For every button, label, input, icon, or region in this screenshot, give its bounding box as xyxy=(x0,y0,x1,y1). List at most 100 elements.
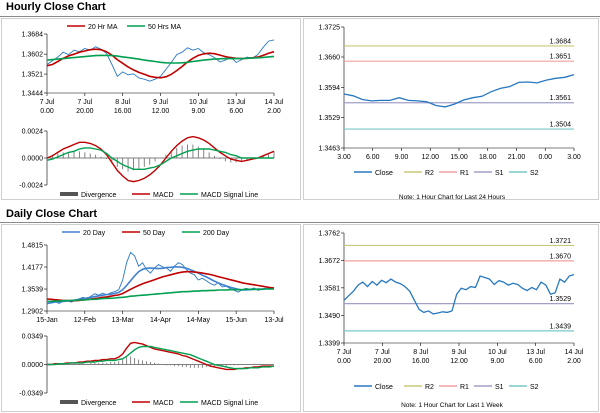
hourly-macd-signal-line xyxy=(46,147,274,171)
hourly-price-x-tick-label: 10 Jul 9.00 xyxy=(189,99,208,115)
hourly-price-x-tick-label: 13 Jul 6.00 xyxy=(227,99,246,115)
hourly-24h-legend-s1-label: S1 xyxy=(495,170,504,177)
hourly-24h-x-tick-label: 18.00 xyxy=(479,154,497,161)
daily-week-level-label-s2: 1.3439 xyxy=(550,323,572,330)
hourly-24h-legend-r2-label: R2 xyxy=(425,170,434,177)
hourly-price-x-tick-label: 8 Jul 16.00 xyxy=(114,99,132,115)
hourly-close-24h-panel: 1.3725 1.3660 1.3594 1.3529 1.3463 3.00 6.00 9.… xyxy=(303,18,599,201)
hourly-24h-y-tick-label: 1.3594 xyxy=(319,85,341,92)
daily-week-x-tick-label: 8 Jul 16.00 xyxy=(412,349,430,365)
daily-macd-y-tick-label: 0.0000 xyxy=(22,362,44,369)
hourly-price-series-50-hrs-ma xyxy=(46,54,275,64)
daily-week-legend-r2-label: R2 xyxy=(425,384,434,391)
daily-macd-legend-0-label: Divergence xyxy=(81,400,117,407)
daily-week-x-tick-label: 10 Jul 9.00 xyxy=(488,349,507,365)
hourly-24h-x-tick-label: 0.00 xyxy=(538,154,552,161)
hourly-price-y-tick-label: 1.3444 xyxy=(22,91,44,98)
daily-week-legend-s2-label: S2 xyxy=(530,384,539,391)
daily-week-legend-s1-label: S1 xyxy=(495,384,504,391)
daily-close-week-panel: 1.3762 1.3672 1.3581 1.3490 1.3399 7 Jul 0.00 7… xyxy=(303,224,599,412)
daily-price-x-tick-label: 12-Feb xyxy=(74,317,96,324)
daily-price-x-tick-label: 13-Jul xyxy=(264,317,284,324)
hourly-price-series-20-hr-ma xyxy=(46,48,275,79)
hourly-24h-y-tick-label: 1.3725 xyxy=(319,25,341,32)
hourly-24h-x-tick-label: 12.00 xyxy=(421,154,439,161)
hourly-24h-x-tick-label: 15.00 xyxy=(450,154,468,161)
daily-price-x-tick-label: 15-Jun xyxy=(225,317,247,324)
daily-title-divider xyxy=(0,222,600,223)
daily-price-x-tick-label: 13-Mar xyxy=(112,317,135,324)
daily-week-level-label-r2: 1.3721 xyxy=(550,238,572,245)
daily-week-legend-r1-label: R1 xyxy=(460,384,469,391)
daily-price-panel: 20 Day 50 Day 200 Day 1.4815 1.4177 1.3539 1.2… xyxy=(1,224,301,412)
hourly-price-series-close xyxy=(46,39,275,82)
hourly-price-legend-1-label: 50 Hrs MA xyxy=(148,24,181,31)
daily-week-level-label-s1: 1.3529 xyxy=(550,296,572,303)
hourly-title-divider xyxy=(0,16,600,17)
daily-price-y-tick-label: 1.4815 xyxy=(22,243,44,250)
daily-week-x-tick-label: 9 Jul 12.00 xyxy=(450,349,468,365)
hourly-section-title: Hourly Close Chart xyxy=(6,1,106,13)
hourly-price-x-tick-label: 7 Jul 0.00 xyxy=(40,99,55,115)
daily-week-y-tick-label: 1.3399 xyxy=(319,341,341,348)
hourly-24h-legend-r1-label: R1 xyxy=(460,170,469,177)
daily-week-y-tick-label: 1.3672 xyxy=(319,258,341,265)
daily-week-legend-close-label: Close xyxy=(375,384,393,391)
daily-week-x-tick-label: 13 Jul 6.00 xyxy=(526,349,545,365)
hourly-macd-line xyxy=(46,135,275,183)
daily-macd-signal-line xyxy=(47,345,275,370)
daily-week-close-line xyxy=(343,273,575,315)
daily-price-y-tick-label: 1.2902 xyxy=(22,309,44,316)
daily-week-y-tick-label: 1.3762 xyxy=(319,231,341,238)
hourly-macd-legend-2-label: MACD Signal Line xyxy=(201,192,258,199)
hourly-price-x-tick-label: 7 Jul 20.00 xyxy=(76,99,94,115)
hourly-24h-x-tick-label: 6.00 xyxy=(366,154,380,161)
hourly-chart-note: Note: 1 Hour Chart for Last 24 Hours xyxy=(398,194,506,201)
hourly-price-y-tick-label: 1.3684 xyxy=(22,32,44,39)
hourly-24h-level-label-r1: 1.3651 xyxy=(550,54,572,61)
daily-price-x-tick-label: 14-Apr xyxy=(150,317,172,324)
hourly-24h-x-tick-label: 9.00 xyxy=(395,154,409,161)
daily-price-x-tick-label: 14-May xyxy=(187,317,211,324)
daily-week-level-label-r1: 1.3670 xyxy=(550,253,572,260)
daily-macd-legend-2-label: MACD Signal Line xyxy=(201,400,258,407)
hourly-24h-y-tick-label: 1.3660 xyxy=(319,55,341,62)
daily-price-x-tick-label: 15-Jan xyxy=(36,317,58,324)
hourly-price-x-tick-label: 14 Jul 2.00 xyxy=(265,99,284,115)
hourly-price-panel: 20 Hr MA 50 Hrs MA 1.3684 1.3602 1.3521 1.344… xyxy=(1,18,301,200)
hourly-price-chart: 20 Hr MA 50 Hrs MA 1.3684 1.3602 1.3521 1.344… xyxy=(19,24,284,199)
daily-price-y-tick-label: 1.3539 xyxy=(22,287,44,294)
daily-macd-line xyxy=(47,341,274,371)
hourly-price-y-tick-label: 1.3521 xyxy=(22,72,44,79)
daily-price-series-20-day xyxy=(46,266,275,305)
hourly-macd-legend-0-swatch xyxy=(60,192,78,196)
hourly-24h-legend-s2-label: S2 xyxy=(530,170,539,177)
daily-price-series-50-day xyxy=(46,270,275,302)
daily-week-y-tick-label: 1.3490 xyxy=(319,313,341,320)
hourly-24h-y-tick-label: 1.3529 xyxy=(319,115,341,122)
hourly-24h-close-line xyxy=(343,73,575,108)
daily-section-title: Daily Close Chart xyxy=(6,208,98,220)
hourly-24h-x-tick-label: 3.00 xyxy=(567,154,581,161)
hourly-24h-x-tick-label: 3.00 xyxy=(337,154,351,161)
hourly-macd-legend-1-label: MACD xyxy=(153,192,174,199)
daily-price-y-tick-label: 1.4177 xyxy=(22,265,44,272)
hourly-macd-y-tick-label: 0.0000 xyxy=(22,156,44,163)
daily-macd-legend-0-swatch xyxy=(60,400,78,404)
daily-week-x-tick-label: 7 Jul 0.00 xyxy=(337,349,352,365)
hourly-24h-level-label-s1: 1.3561 xyxy=(550,95,572,102)
hourly-price-x-tick-label: 9 Jul 12.00 xyxy=(152,99,170,115)
hourly-24h-level-label-s2: 1.3504 xyxy=(550,122,572,129)
daily-macd-y-tick-label: 0.0349 xyxy=(22,334,44,341)
daily-week-y-tick-label: 1.3581 xyxy=(319,285,341,292)
hourly-24h-legend-close-label: Close xyxy=(375,170,393,177)
daily-price-legend-2-label: 200 Day xyxy=(203,230,230,237)
daily-price-chart: 20 Day 50 Day 200 Day 1.4815 1.4177 1.3539 1.2… xyxy=(19,230,284,407)
daily-price-legend-1-label: 50 Day xyxy=(143,230,166,237)
daily-week-x-tick-label: 7 Jul 20.00 xyxy=(374,349,392,365)
daily-macd-y-tick-label: -0.0349 xyxy=(19,391,43,398)
daily-macd-legend-1-label: MACD xyxy=(153,400,174,407)
hourly-macd-y-tick-label: -0.0024 xyxy=(19,183,43,190)
